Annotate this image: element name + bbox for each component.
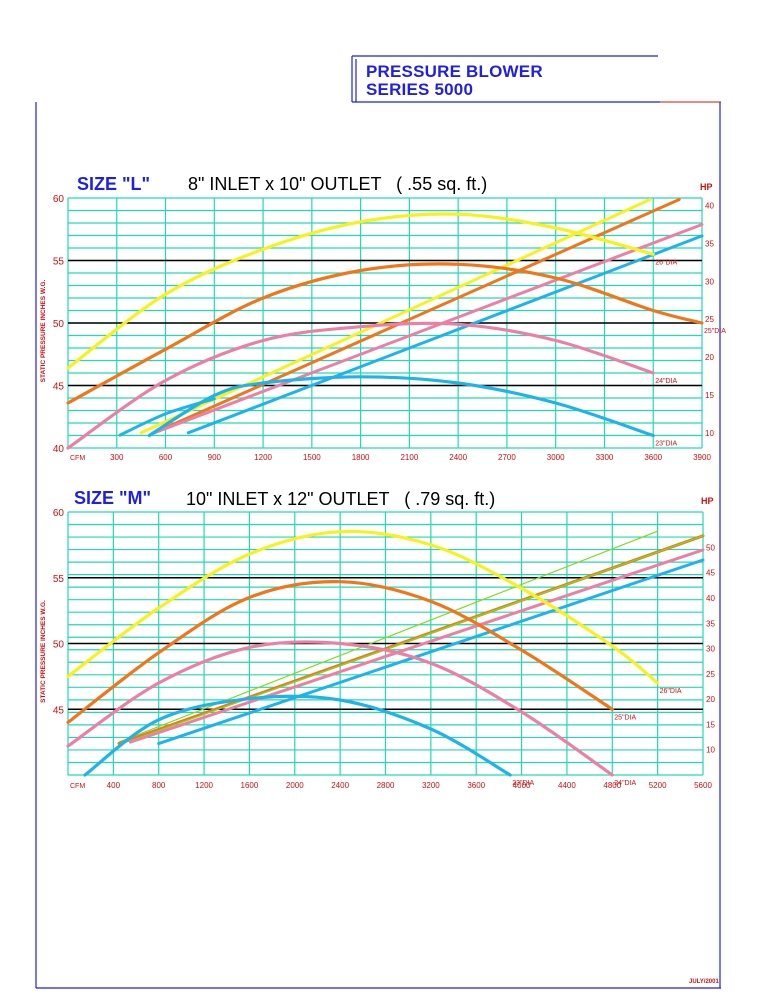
hp-curve [118, 530, 659, 743]
x-tick-label: 3600 [644, 453, 662, 462]
title-line-1: PRESSURE BLOWER [366, 62, 543, 81]
y-tick-label: 60 [53, 194, 65, 205]
x-tick-label: 3000 [547, 453, 565, 462]
sheet-border [35, 55, 721, 989]
x-tick-label: 2000 [286, 781, 304, 790]
hp-curve [139, 198, 652, 435]
pressure-curve [66, 529, 660, 685]
x-tick-label: 1200 [195, 781, 213, 790]
y-tick-label: 55 [53, 574, 65, 585]
x-tick-label: 3200 [422, 781, 440, 790]
curve-dia-label: 26"DIA [655, 259, 677, 266]
hp-tick-label: 50 [706, 543, 715, 552]
y-tick-label: 45 [53, 705, 65, 716]
y-tick-label: 60 [53, 508, 65, 519]
y-axis-label: STATIC PRESSURE INCHES W.G. [40, 279, 47, 382]
x-tick-label: 600 [159, 453, 173, 462]
chart-size-m: 45 50 55 60 10 15 20 25 30 35 40 45 50 HP 400 800 1200 16… [40, 496, 715, 790]
hp-tick-label: 30 [705, 277, 714, 286]
hp-tick-label: 10 [705, 429, 714, 438]
x-tick-label: 2700 [498, 453, 516, 462]
x-tick-label: 5200 [649, 781, 667, 790]
x-tick-label: 1500 [303, 453, 321, 462]
hp-curve [152, 223, 704, 435]
hp-tick-label: 40 [705, 202, 714, 211]
x-tick-label: 300 [110, 453, 124, 462]
y-tick-label: 40 [53, 444, 65, 455]
y-axis-label: STATIC PRESSURE INCHES W.G. [40, 600, 47, 703]
pressure-curve [66, 640, 614, 777]
curve-dia-label: 24"DIA [614, 780, 636, 787]
curve-dia-label: 23"DIA [655, 441, 677, 448]
x-tick-label: 3900 [693, 453, 711, 462]
size-m-spec: 10" INLET x 12" OUTLET ( .79 sq. ft.) [186, 489, 496, 509]
x-tick-label: 2800 [377, 781, 395, 790]
x-axis-unit-label: CFM [70, 455, 85, 462]
x-tick-label: 2400 [449, 453, 467, 462]
hp-curve [157, 558, 705, 746]
x-tick-label: 2400 [331, 781, 349, 790]
x-tick-label: 4000 [513, 781, 531, 790]
hp-tick-label: 30 [706, 645, 715, 654]
x-tick-label: 4800 [603, 781, 621, 790]
hp-curve [186, 234, 704, 435]
hp-tick-label: 40 [706, 594, 715, 603]
hp-tick-label: 10 [706, 746, 715, 755]
curve-dia-label: 25"DIA [614, 714, 636, 721]
size-l-spec: 8" INLET x 10" OUTLET ( .55 sq. ft.) [188, 174, 488, 194]
curve-dia-label: 25"DIA [704, 328, 726, 335]
hp-curve [128, 548, 705, 744]
pressure-curve [66, 321, 655, 450]
pressure-curve [83, 694, 512, 777]
curve-dia-label: 24"DIA [655, 378, 677, 385]
size-l-label: SIZE "L" [77, 174, 151, 194]
hp-tick-label: 35 [705, 239, 714, 248]
title-line-2: SERIES 5000 [366, 80, 474, 99]
pressure-curve [66, 580, 614, 724]
hp-tick-label: 25 [706, 670, 715, 679]
x-tick-label: 3300 [596, 453, 614, 462]
pressure-curve [66, 212, 655, 370]
hp-axis-label: HP [700, 182, 713, 192]
revision-date: JULY/2001 [689, 979, 719, 985]
hp-curve [118, 535, 704, 746]
x-tick-label: 2100 [400, 453, 418, 462]
x-tick-label: 800 [152, 781, 166, 790]
hp-tick-label: 15 [706, 720, 715, 729]
x-tick-label: 400 [107, 781, 121, 790]
y-tick-label: 50 [53, 640, 65, 651]
hp-tick-label: 45 [706, 569, 715, 578]
x-tick-label: 5600 [694, 781, 712, 790]
x-tick-label: 3600 [467, 781, 485, 790]
y-tick-label: 45 [53, 382, 65, 393]
x-tick-label: 1200 [254, 453, 272, 462]
hp-tick-label: 15 [705, 391, 714, 400]
x-tick-label: 900 [208, 453, 222, 462]
y-tick-label: 50 [53, 319, 65, 330]
pressure-curve [66, 262, 704, 405]
hp-tick-label: 20 [705, 353, 714, 362]
curve-dia-label: 26"DIA [660, 688, 682, 695]
y-tick-label: 55 [53, 257, 65, 268]
chart-size-l: 40 45 50 55 60 10 15 20 25 30 35 40 HP 300 600 900 1200 1… [40, 182, 726, 462]
x-axis-unit-label: CFM [70, 783, 85, 790]
hp-tick-label: 20 [706, 695, 715, 704]
x-tick-label: 4400 [558, 781, 576, 790]
size-m-label: SIZE "M" [74, 488, 152, 508]
curve-dia-label: 23"DIA [512, 780, 534, 787]
hp-tick-label: 35 [706, 619, 715, 628]
pressure-curve [147, 375, 655, 438]
hp-tick-label: 25 [705, 315, 714, 324]
x-tick-label: 1800 [352, 453, 370, 462]
hp-axis-label: HP [701, 496, 714, 506]
x-tick-label: 1600 [241, 781, 259, 790]
